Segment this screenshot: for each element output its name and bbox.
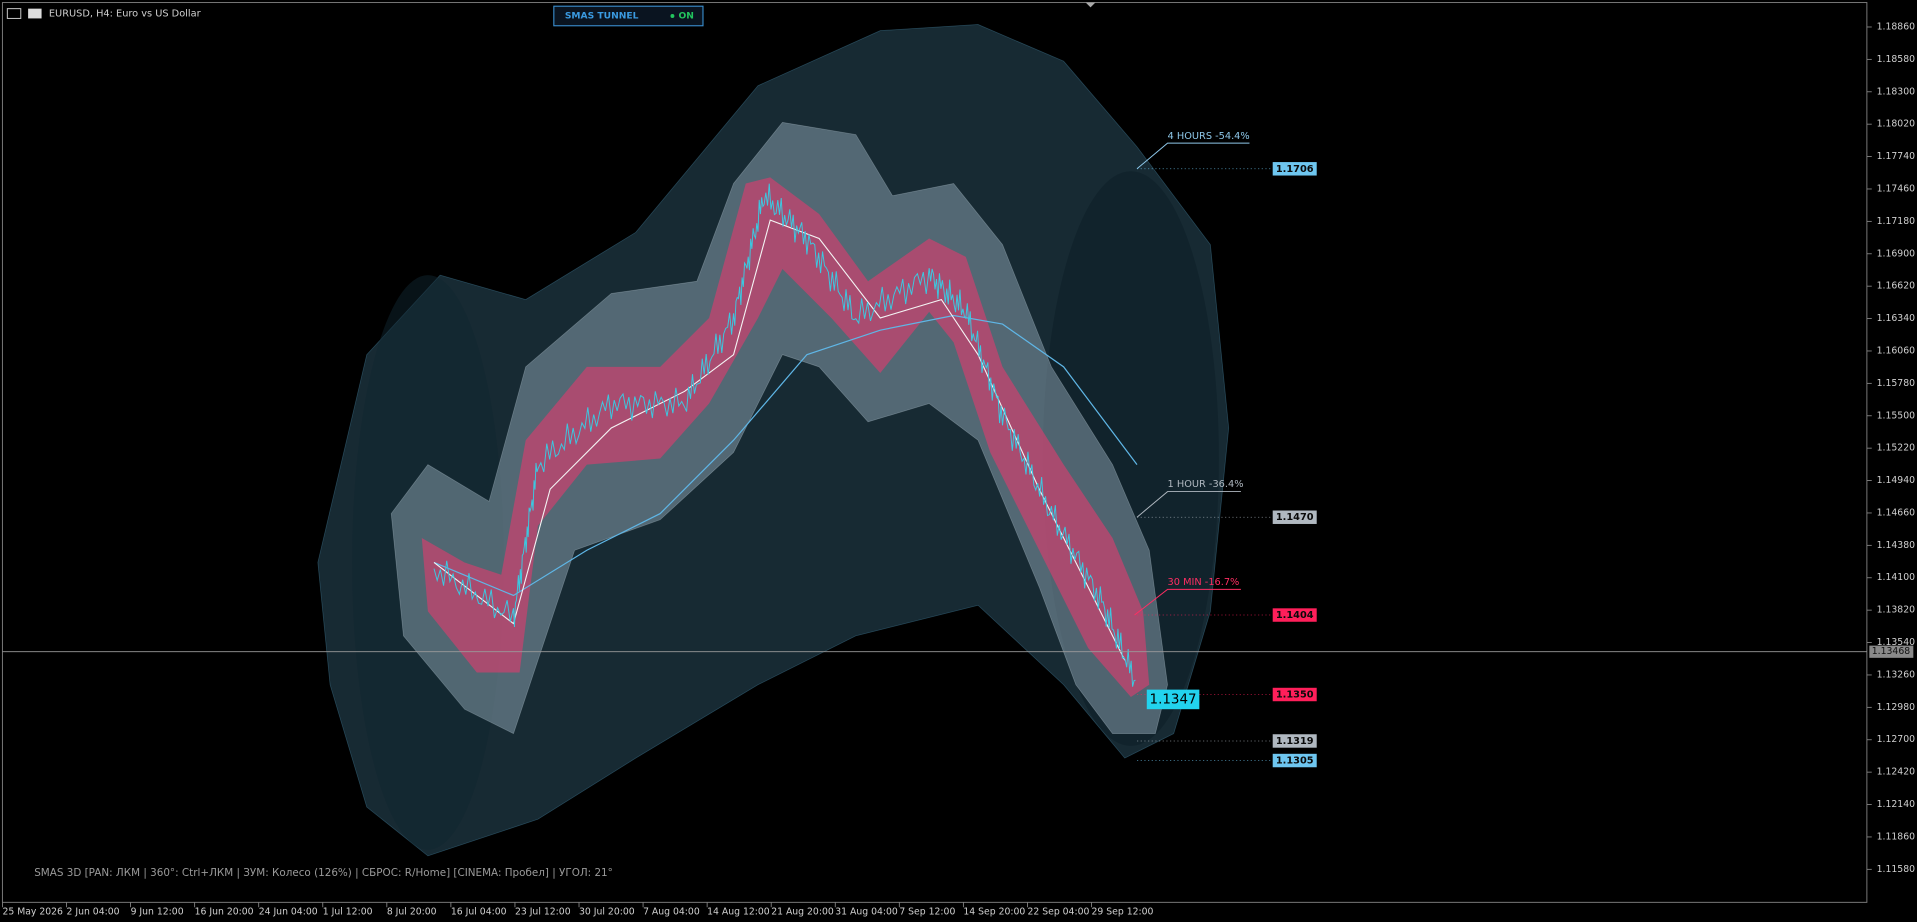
price-label: 1.13540 — [1877, 637, 1915, 648]
time-label: 29 Sep 12:00 — [1092, 907, 1154, 918]
time-label: 21 Aug 20:00 — [771, 907, 834, 918]
price-tag: 1.1347 — [1150, 692, 1197, 707]
tag-label: 1.1404 — [1276, 610, 1314, 621]
status-dot — [670, 14, 675, 18]
shift-marker — [1085, 2, 1096, 8]
price-label: 1.17740 — [1877, 151, 1915, 162]
price-label: 1.15780 — [1877, 378, 1915, 389]
leader — [1136, 142, 1250, 170]
tag-label: 1.1319 — [1276, 736, 1314, 747]
time-label: 14 Sep 20:00 — [963, 907, 1025, 918]
price-axis: 1.18860 1.18580 1.18300 1.18020 1.17740 1.174… — [1866, 21, 1915, 875]
tunnel-label: 1 HOUR -36.4% — [1168, 479, 1244, 490]
time-label: 30 Jul 20:00 — [579, 907, 635, 918]
price-label: 1.16620 — [1877, 281, 1915, 292]
chart-frame — [1, 2, 1868, 903]
price-label: 1.12420 — [1877, 767, 1915, 778]
time-axis: 25 May 2026 2 Jun 04:00 9 Jun 12:00 16 Jun … — [2, 902, 1154, 918]
price-label: 1.18020 — [1877, 119, 1915, 130]
tag-box — [1272, 608, 1317, 622]
price-label: 1.12980 — [1877, 702, 1915, 713]
tag-box — [1272, 734, 1317, 748]
price-label: 1.13820 — [1877, 605, 1915, 616]
time-label: 16 Jun 20:00 — [195, 907, 254, 918]
tag-box — [1272, 162, 1317, 176]
time-label: 7 Aug 04:00 — [643, 907, 700, 918]
price-label: 1.11860 — [1877, 831, 1915, 842]
tag-box — [1272, 510, 1317, 524]
price-label: 1.16900 — [1877, 248, 1915, 259]
price-label: 1.15500 — [1877, 410, 1915, 421]
price-label: 1.14380 — [1877, 540, 1915, 551]
time-label: 16 Jul 04:00 — [451, 907, 507, 918]
price-label: 1.18300 — [1877, 86, 1915, 97]
price-label: 1.17180 — [1877, 216, 1915, 227]
symbol-title: EURUSD, H4: Euro vs US Dollar — [49, 9, 202, 20]
tunnel-3d — [317, 24, 1230, 857]
price-box — [1146, 689, 1200, 710]
sma-fast — [433, 219, 1126, 661]
time-label: 25 May 2026 — [2, 907, 63, 918]
time-label: 1 Jul 12:00 — [323, 907, 373, 918]
time-label: 9 Jun 12:00 — [131, 907, 184, 918]
tunnel-label: 30 MIN -16.7% — [1168, 577, 1240, 588]
time-label: 8 Jul 20:00 — [387, 907, 437, 918]
toggle-title: SMAS TUNNEL — [565, 10, 639, 21]
price-label: 1.13260 — [1877, 669, 1915, 680]
tag-label: 1.1350 — [1276, 690, 1314, 701]
tunnel-toggle[interactable] — [553, 5, 704, 27]
current-price-box — [1869, 645, 1914, 658]
price-label: 1.18580 — [1877, 54, 1915, 65]
price-label: 1.16340 — [1877, 313, 1915, 324]
time-label: 22 Sep 04:00 — [1027, 907, 1089, 918]
price-label: 1.14660 — [1877, 507, 1915, 518]
middle-tunnel — [390, 121, 1168, 735]
price-label: 1.18860 — [1877, 21, 1915, 32]
time-label: 24 Jun 04:00 — [259, 907, 318, 918]
tag-label: 1.1706 — [1276, 164, 1314, 175]
time-label: 23 Jul 12:00 — [515, 907, 571, 918]
chart-icon[interactable] — [28, 8, 42, 19]
price-line — [433, 183, 1136, 687]
price-label: 1.12140 — [1877, 799, 1915, 810]
price-label: 1.14940 — [1877, 475, 1915, 486]
leader — [1136, 491, 1241, 518]
price-label: 1.11580 — [1877, 864, 1915, 875]
tag-box — [1272, 753, 1317, 768]
leader — [1134, 588, 1241, 616]
price-label: 1.14100 — [1877, 572, 1915, 583]
time-label: 31 Aug 04:00 — [835, 907, 898, 918]
time-label: 14 Aug 12:00 — [707, 907, 770, 918]
footer-hint: SMAS 3D [PAN: ЛКМ | 360°: Ctrl+ЛКМ | ЗУМ… — [34, 867, 613, 879]
price-label: 1.15220 — [1877, 443, 1915, 454]
toggle-state: ON — [679, 10, 694, 21]
time-label: 2 Jun 04:00 — [67, 907, 120, 918]
tunnel-label: 4 HOURS -54.4% — [1168, 131, 1250, 142]
time-label: 7 Sep 12:00 — [899, 907, 955, 918]
price-tags: 1.1706 1.1470 1.1404 1.1350 1.1319 1.1305 — [1136, 162, 1317, 768]
tag-box — [1272, 687, 1317, 702]
current-price: 1.13468 — [1872, 646, 1910, 657]
menu-icon[interactable] — [6, 8, 22, 19]
price-label: 1.17460 — [1877, 183, 1915, 194]
outer-tunnel — [317, 24, 1230, 857]
tag-label: 1.1470 — [1276, 512, 1314, 523]
sma-slow — [433, 314, 1138, 597]
price-label: 1.16060 — [1877, 345, 1915, 356]
price-label: 1.12700 — [1877, 734, 1915, 745]
tag-label: 1.1305 — [1276, 756, 1314, 767]
